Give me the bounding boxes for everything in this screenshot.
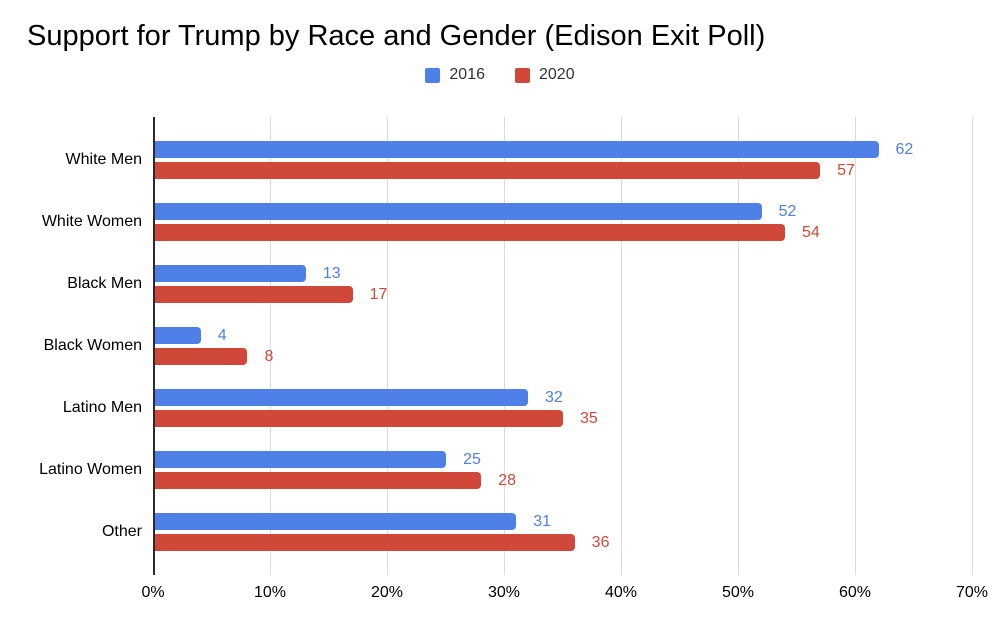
bar-2016-black-men [154, 265, 306, 282]
x-tick-label: 20% [370, 584, 404, 601]
plot-area: 62 57 52 54 13 17 4 8 32 35 25 28 31 36 [153, 117, 973, 575]
bar-value-label: 8 [264, 348, 274, 365]
bar-value-label: 13 [322, 265, 341, 282]
x-tick-label: 0% [141, 584, 165, 601]
bar-2016-latino-women [154, 451, 447, 468]
y-axis-line [153, 117, 155, 575]
bar-line-2020-white-men: 57 [154, 162, 972, 179]
bar-2020-other [154, 534, 575, 551]
gridline [972, 117, 973, 575]
bar-2020-white-men [154, 162, 821, 179]
bar-value-label: 4 [217, 327, 227, 344]
bar-2020-latino-men [154, 410, 563, 427]
gridline [387, 117, 388, 575]
bar-line-2016-black-men: 13 [154, 265, 972, 282]
legend-swatch-icon [515, 67, 530, 83]
bar-value-label: 57 [837, 162, 855, 179]
bar-value-label: 35 [580, 410, 598, 427]
bar-group-white-women: 52 54 [154, 191, 972, 253]
x-tick-label: 50% [721, 584, 755, 601]
gridline [270, 117, 271, 575]
bar-line-2020-white-women: 54 [154, 224, 972, 241]
bar-value-label: 52 [778, 203, 797, 220]
bar-value-label: 25 [463, 451, 481, 468]
bar-value-label: 17 [369, 286, 388, 303]
gridline [504, 117, 505, 575]
category-label-white-women: White Women [41, 213, 142, 230]
category-label-white-men: White Men [65, 151, 142, 168]
category-label-black-women: Black Women [43, 337, 142, 354]
bar-group-other: 31 36 [154, 501, 972, 563]
bar-line-2016-other: 31 [154, 513, 972, 530]
bar-value-label: 32 [544, 389, 563, 406]
bar-value-label: 54 [802, 224, 820, 241]
bar-line-2016-black-women: 4 [154, 327, 972, 344]
legend: 2016 2020 [0, 66, 1000, 84]
bar-2016-white-men [154, 141, 879, 158]
x-tick-label: 70% [955, 584, 989, 601]
bar-2020-black-men [154, 286, 353, 303]
category-label-latino-women: Latino Women [39, 461, 142, 478]
bar-line-2020-other: 36 [154, 534, 972, 551]
gridline [621, 117, 622, 575]
bar-2020-white-women [154, 224, 786, 241]
category-axis-labels: White Men White Women Black Men Black Women… [0, 117, 142, 575]
bar-line-2016-white-women: 52 [154, 203, 972, 220]
bar-group-latino-women: 25 28 [154, 439, 972, 501]
category-label-latino-men: Latino Men [62, 399, 142, 416]
bar-line-2016-latino-men: 32 [154, 389, 972, 406]
bar-value-label: 36 [591, 534, 610, 551]
bar-2020-black-women [154, 348, 248, 365]
bar-group-black-men: 13 17 [154, 253, 972, 315]
bar-line-2020-black-men: 17 [154, 286, 972, 303]
bar-groups: 62 57 52 54 13 17 4 8 32 35 25 28 31 36 [154, 117, 972, 575]
bar-group-latino-men: 32 35 [154, 377, 972, 439]
legend-item-2016: 2016 [425, 66, 485, 84]
bar-group-white-men: 62 57 [154, 129, 972, 191]
legend-label: 2020 [539, 66, 575, 83]
bar-2016-latino-men [154, 389, 528, 406]
x-tick-label: 10% [253, 584, 287, 601]
gridline [738, 117, 739, 575]
legend-label: 2016 [449, 66, 485, 83]
x-tick-label: 60% [838, 584, 872, 601]
bar-line-2016-white-men: 62 [154, 141, 972, 158]
category-label-black-men: Black Men [67, 275, 142, 292]
chart-title: Support for Trump by Race and Gender (Ed… [27, 20, 766, 52]
bar-line-2020-latino-men: 35 [154, 410, 972, 427]
x-tick-label: 30% [487, 584, 521, 601]
bar-value-label: 28 [498, 472, 516, 489]
bar-2020-latino-women [154, 472, 482, 489]
bar-line-2020-latino-women: 28 [154, 472, 972, 489]
legend-swatch-icon [425, 67, 441, 83]
legend-item-2020: 2020 [515, 66, 575, 84]
x-axis-ticks: 0% 10% 20% 30% 40% 50% 60% 70% [141, 584, 988, 606]
category-label-other: Other [101, 523, 142, 540]
x-tick-label: 40% [604, 584, 638, 601]
bar-2016-black-women [154, 327, 201, 344]
bar-line-2016-latino-women: 25 [154, 451, 972, 468]
bar-2016-other [154, 513, 517, 530]
bar-value-label: 62 [895, 141, 914, 158]
bar-2016-white-women [154, 203, 762, 220]
bar-line-2020-black-women: 8 [154, 348, 972, 365]
gridline [855, 117, 856, 575]
bar-value-label: 31 [533, 513, 552, 530]
